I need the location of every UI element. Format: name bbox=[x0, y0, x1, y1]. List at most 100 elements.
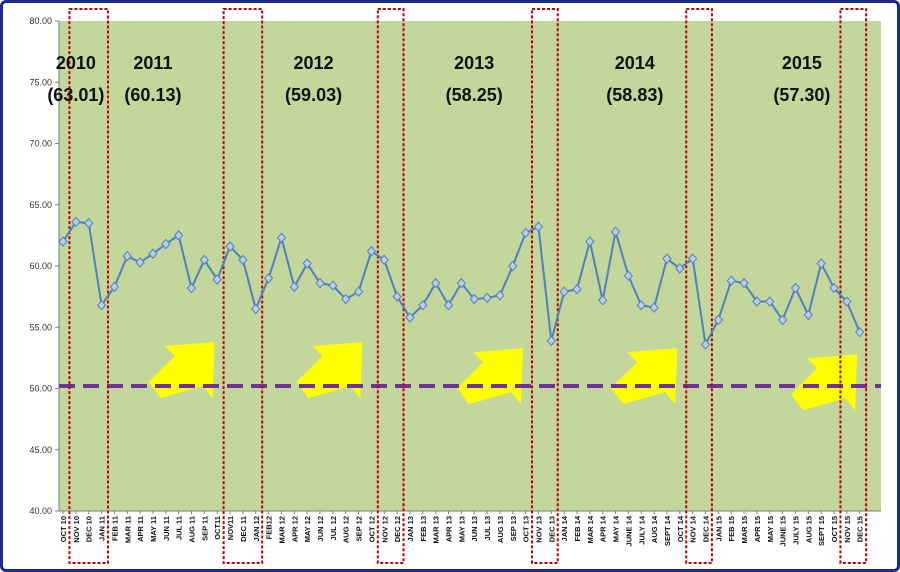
year-label: 2015 bbox=[782, 53, 822, 73]
x-tick-label: MAY 12 bbox=[303, 516, 312, 542]
data-point bbox=[456, 277, 467, 289]
x-tick-label: SEP 12 bbox=[355, 516, 364, 541]
data-point bbox=[186, 282, 197, 294]
data-point bbox=[173, 230, 184, 241]
line-chart: 40.00 45.00 50.00 55.00 60.00 65.00 70.00 75.00… bbox=[29, 8, 881, 564]
x-tick-label: SEP 11 bbox=[200, 516, 209, 541]
x-tick-label: OCT 14 bbox=[676, 515, 685, 542]
yellow-arrow-icon bbox=[296, 342, 363, 398]
data-point bbox=[790, 282, 801, 294]
x-tick-label: OCT 10 bbox=[59, 516, 68, 542]
x-tick-label: APR 14 bbox=[599, 515, 608, 542]
data-point bbox=[687, 253, 698, 264]
data-point bbox=[353, 286, 364, 297]
data-point bbox=[430, 277, 441, 289]
x-tick-label: AUG 13 bbox=[496, 516, 505, 543]
x-tick-label: OCT11 bbox=[213, 516, 222, 540]
highlight-box bbox=[376, 8, 405, 564]
data-point bbox=[508, 260, 518, 272]
x-tick-label: FEB 15 bbox=[727, 516, 736, 541]
highlight-box bbox=[839, 8, 868, 564]
data-point bbox=[533, 221, 544, 233]
data-point bbox=[251, 303, 261, 315]
x-tick-label: NOV 12 bbox=[380, 516, 389, 543]
x-tick-label: NOV 10 bbox=[72, 516, 81, 543]
x-tick-label: AUG 15 bbox=[804, 516, 813, 543]
data-point bbox=[328, 280, 338, 291]
x-tick-label: FEB12 bbox=[265, 516, 274, 539]
y-tick-label: 55.00 bbox=[29, 322, 52, 332]
year-average-label: (60.13) bbox=[124, 85, 181, 105]
year-average-label: (59.03) bbox=[285, 85, 342, 105]
data-point bbox=[675, 263, 685, 274]
data-point bbox=[482, 292, 492, 304]
y-tick-label: 65.00 bbox=[29, 200, 52, 210]
y-tick-label: 80.00 bbox=[29, 16, 52, 26]
x-tick-label: DEC 13 bbox=[547, 516, 556, 542]
x-tick-label: FEB 13 bbox=[419, 516, 428, 541]
y-tick-label: 50.00 bbox=[29, 384, 52, 394]
data-point bbox=[276, 232, 287, 244]
y-tick-label: 75.00 bbox=[29, 77, 52, 87]
x-tick-label: JUL 11 bbox=[175, 516, 184, 540]
year-average-label: (58.25) bbox=[446, 85, 503, 105]
yellow-arrow-icon bbox=[611, 348, 678, 405]
x-tick-label: OCT 12 bbox=[367, 516, 376, 542]
x-tick-label: MAR 15 bbox=[740, 516, 749, 544]
data-point bbox=[96, 299, 107, 311]
x-tick-label: DEC 14 bbox=[702, 515, 711, 542]
x-tick-label: JAN 15 bbox=[714, 516, 723, 541]
data-point bbox=[58, 236, 68, 247]
data-point bbox=[263, 272, 274, 284]
x-tick-label: JAN 11 bbox=[98, 516, 107, 541]
data-point bbox=[713, 314, 724, 326]
x-tick-label: DEC 12 bbox=[393, 516, 402, 542]
x-tick-label: DEC 15 bbox=[856, 516, 865, 542]
highlight-box bbox=[68, 8, 109, 564]
highlight-box bbox=[685, 8, 713, 564]
x-tick-label: OCT 13 bbox=[522, 516, 531, 542]
data-point bbox=[649, 302, 659, 313]
x-tick-label: OCT 15 bbox=[830, 516, 839, 542]
data-point bbox=[341, 293, 351, 305]
data-point bbox=[161, 238, 171, 250]
data-point bbox=[225, 241, 235, 252]
x-tick-label: JULY 15 bbox=[791, 516, 800, 545]
x-tick-label: FEB 14 bbox=[573, 515, 582, 541]
year-label: 2012 bbox=[294, 53, 334, 73]
x-tick-label: JUN 13 bbox=[470, 516, 479, 541]
x-tick-label: DEC 11 bbox=[239, 516, 248, 542]
data-point bbox=[855, 326, 865, 338]
x-tick-label: MAR 13 bbox=[432, 516, 441, 544]
x-tick-label: APR 11 bbox=[136, 516, 145, 542]
year-label: 2010 bbox=[56, 53, 96, 73]
data-point bbox=[135, 257, 145, 268]
x-tick-label: JUNE 15 bbox=[779, 516, 788, 546]
data-point bbox=[495, 290, 505, 301]
x-tick-label: SEP 13 bbox=[509, 516, 518, 541]
data-point bbox=[418, 299, 428, 311]
data-point bbox=[109, 281, 120, 293]
y-tick-label: 70.00 bbox=[29, 139, 52, 149]
x-tick-label: NOV11 bbox=[226, 516, 235, 540]
y-tick-label: 40.00 bbox=[29, 506, 52, 516]
data-point bbox=[598, 295, 608, 306]
data-point bbox=[289, 281, 299, 293]
x-tick-label: MAY 13 bbox=[457, 516, 466, 542]
data-point bbox=[700, 339, 711, 350]
x-tick-label: DEC 10 bbox=[85, 516, 94, 542]
data-point bbox=[366, 246, 377, 257]
x-tick-label: JUL 13 bbox=[483, 516, 492, 540]
year-average-label: (63.01) bbox=[47, 85, 104, 105]
x-tick-label: MAY 11 bbox=[149, 516, 158, 542]
data-point bbox=[443, 299, 454, 311]
x-tick-label: AUG 14 bbox=[650, 515, 659, 543]
data-point bbox=[623, 270, 634, 282]
x-tick-label: MAY 15 bbox=[766, 516, 775, 542]
data-point bbox=[238, 254, 248, 266]
data-point bbox=[392, 291, 402, 302]
x-tick-label: JAN 14 bbox=[560, 515, 569, 541]
x-tick-label: SEPT 15 bbox=[817, 516, 826, 546]
data-point bbox=[148, 248, 158, 260]
